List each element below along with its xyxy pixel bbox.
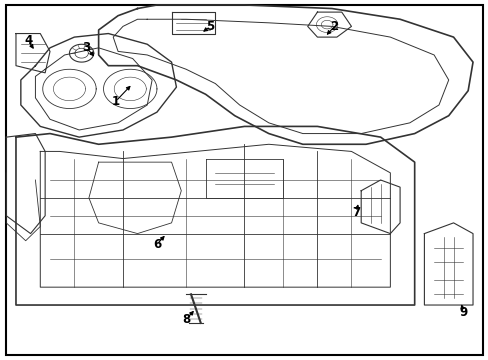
Text: 1: 1 <box>111 95 120 108</box>
Text: 4: 4 <box>24 34 32 47</box>
Text: 7: 7 <box>351 206 360 219</box>
Text: 5: 5 <box>206 20 214 33</box>
Text: 2: 2 <box>330 20 338 33</box>
Text: 9: 9 <box>458 306 467 319</box>
Text: 3: 3 <box>82 41 90 54</box>
Text: 6: 6 <box>153 238 161 251</box>
Text: 8: 8 <box>182 313 190 326</box>
